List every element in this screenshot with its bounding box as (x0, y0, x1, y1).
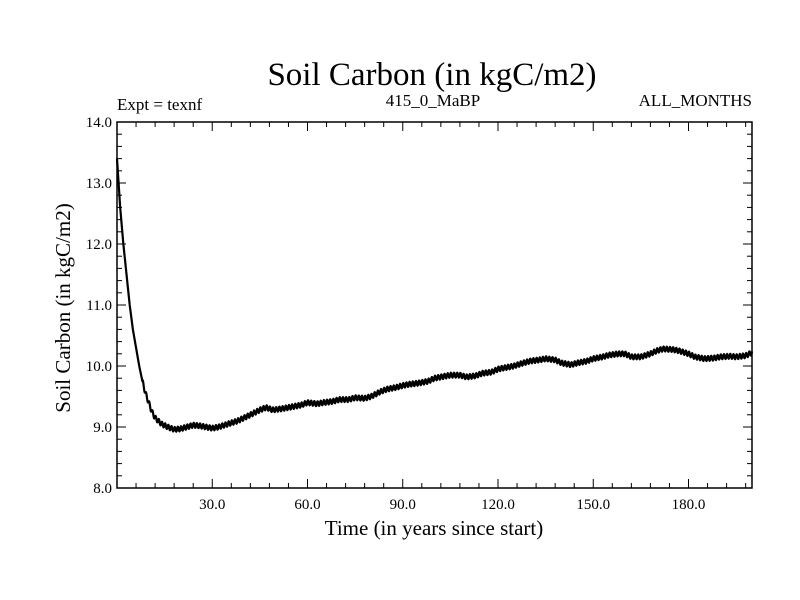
x-axis-label: Time (in years since start) (325, 516, 544, 540)
y-tick-label: 14.0 (86, 115, 112, 131)
x-tick-label: 180.0 (672, 497, 706, 513)
subtitle-experiment: Expt = texnf (117, 95, 202, 114)
y-tick-label: 11.0 (86, 298, 112, 314)
x-tick-label: 120.0 (481, 497, 515, 513)
x-tick-label: 150.0 (576, 497, 610, 513)
y-axis-label: Soil Carbon (in kgC/m2) (51, 203, 75, 412)
soil-carbon-series-line (115, 158, 754, 433)
y-tick-label: 13.0 (86, 176, 112, 192)
subtitle-period: 415_0_MaBP (386, 91, 480, 110)
subtitle-months: ALL_MONTHS (639, 91, 752, 110)
chart-title: Soil Carbon (in kgC/m2) (267, 57, 596, 93)
y-tick-label: 9.0 (93, 420, 112, 436)
x-tick-label: 60.0 (294, 497, 320, 513)
plot-frame (116, 121, 753, 489)
x-tick-label: 90.0 (390, 497, 416, 513)
y-tick-label: 8.0 (93, 481, 112, 497)
x-tick-label: 30.0 (199, 497, 225, 513)
plot-area: 30.0 60.0 90.0 120.0 150.0 180.0 8.0 9.0 10.0 11… (86, 115, 754, 513)
y-tick-label: 10.0 (86, 359, 112, 375)
x-axis: 30.0 60.0 90.0 120.0 150.0 180.0 (116, 122, 747, 513)
y-tick-label: 12.0 (86, 237, 112, 253)
y-axis: 8.0 9.0 10.0 11.0 12.0 13.0 14.0 (86, 115, 752, 497)
